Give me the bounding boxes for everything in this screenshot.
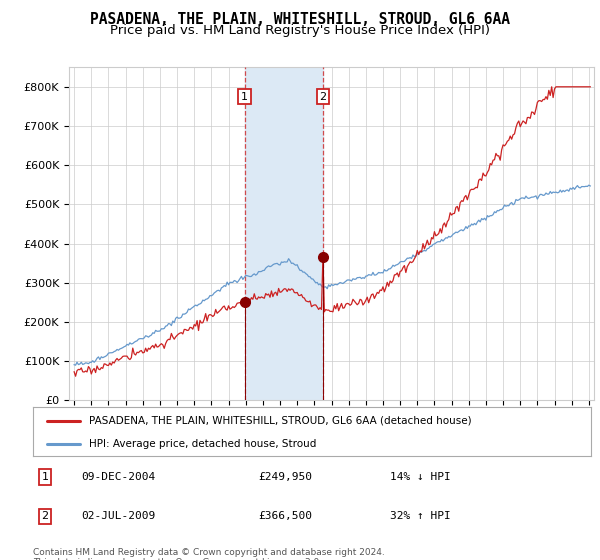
Text: 32% ↑ HPI: 32% ↑ HPI <box>390 511 451 521</box>
Text: PASADENA, THE PLAIN, WHITESHILL, STROUD, GL6 6AA (detached house): PASADENA, THE PLAIN, WHITESHILL, STROUD,… <box>89 416 472 426</box>
Text: Price paid vs. HM Land Registry's House Price Index (HPI): Price paid vs. HM Land Registry's House … <box>110 24 490 36</box>
Text: 02-JUL-2009: 02-JUL-2009 <box>81 511 155 521</box>
Text: PASADENA, THE PLAIN, WHITESHILL, STROUD, GL6 6AA: PASADENA, THE PLAIN, WHITESHILL, STROUD,… <box>90 12 510 27</box>
Text: 09-DEC-2004: 09-DEC-2004 <box>81 472 155 482</box>
Text: 2: 2 <box>319 92 326 101</box>
Text: 2: 2 <box>41 511 49 521</box>
Text: £366,500: £366,500 <box>258 511 312 521</box>
Text: 14% ↓ HPI: 14% ↓ HPI <box>390 472 451 482</box>
Bar <box>245 67 323 400</box>
Text: 1: 1 <box>241 92 248 101</box>
Text: 1: 1 <box>41 472 49 482</box>
Text: HPI: Average price, detached house, Stroud: HPI: Average price, detached house, Stro… <box>89 439 316 449</box>
Text: £249,950: £249,950 <box>258 472 312 482</box>
Text: Contains HM Land Registry data © Crown copyright and database right 2024.
This d: Contains HM Land Registry data © Crown c… <box>33 548 385 560</box>
